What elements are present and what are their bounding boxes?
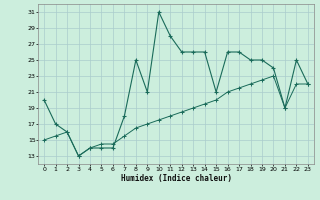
X-axis label: Humidex (Indice chaleur): Humidex (Indice chaleur)	[121, 174, 231, 183]
